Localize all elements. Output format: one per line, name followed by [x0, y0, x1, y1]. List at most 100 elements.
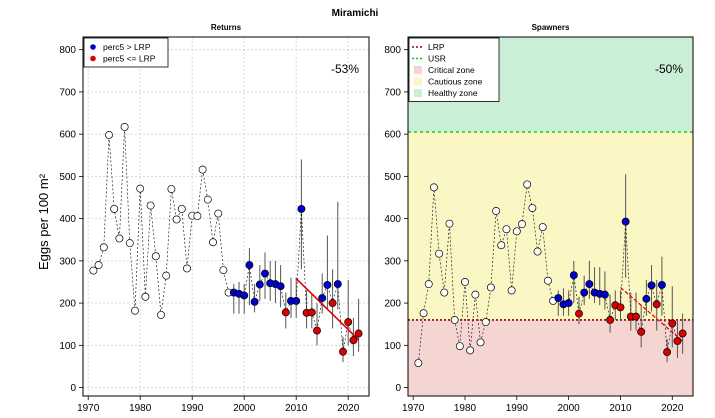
legend-marker	[414, 77, 422, 86]
x-tick-label: 2000	[558, 403, 581, 414]
data-point	[240, 291, 249, 300]
y-tick-label: 800	[384, 45, 401, 56]
x-tick-label: 2010	[285, 403, 308, 414]
data-point	[657, 280, 666, 289]
data-point	[471, 290, 480, 299]
legend-box	[83, 37, 169, 68]
data-point	[151, 252, 160, 261]
data-point	[476, 338, 485, 347]
data-point	[543, 276, 552, 285]
data-point	[450, 316, 459, 324]
x-tick-label: 1980	[129, 403, 152, 414]
legend-marker	[414, 66, 422, 74]
data-point	[193, 212, 202, 221]
data-point	[486, 283, 495, 292]
data-point	[115, 234, 124, 243]
data-point	[564, 299, 573, 308]
data-point	[575, 309, 583, 318]
data-point	[461, 278, 469, 286]
data-point	[203, 195, 212, 204]
data-point	[440, 288, 449, 297]
y-tick-label: 600	[384, 130, 401, 141]
data-point	[678, 329, 687, 338]
y-tick-label: 400	[384, 214, 401, 225]
data-point	[281, 308, 290, 317]
critical-zone-band	[408, 319, 693, 396]
data-point	[209, 238, 217, 247]
data-point	[318, 294, 327, 302]
data-point	[136, 184, 145, 193]
legend-marker	[90, 55, 96, 62]
x-tick-label: 2020	[337, 403, 360, 414]
y-tick-label: 100	[59, 341, 76, 352]
x-tick-label: 2020	[661, 403, 684, 414]
data-point	[219, 266, 228, 275]
data-point	[245, 261, 254, 270]
panel-1: Spawners 1970 1980 1990 2000 2010 2020 0 100 200 3…	[384, 23, 694, 414]
data-point	[110, 204, 119, 213]
trend-line	[620, 287, 684, 342]
data-point	[99, 243, 108, 252]
data-point	[663, 348, 672, 357]
data-point	[105, 131, 113, 139]
data-point	[538, 223, 547, 232]
data-point	[276, 282, 285, 291]
legend-label: USR	[428, 54, 446, 64]
data-point	[323, 280, 332, 289]
data-point	[668, 319, 677, 328]
data-point	[492, 207, 501, 215]
data-point	[344, 318, 353, 327]
data-point	[497, 241, 506, 250]
legend-box	[408, 37, 500, 102]
data-point	[198, 165, 207, 174]
data-point	[637, 327, 646, 336]
figure-title: Miramichi	[332, 8, 379, 19]
legend-label: Healthy zone	[428, 88, 478, 98]
data-point	[183, 264, 191, 273]
data-point	[349, 336, 358, 345]
x-tick-label: 1980	[454, 403, 477, 414]
legend-marker	[90, 44, 96, 50]
data-point	[554, 294, 563, 302]
percent-change-label: -50%	[655, 62, 683, 76]
panel-title: Spawners	[532, 23, 570, 32]
data-point	[647, 281, 656, 290]
data-point	[255, 280, 264, 289]
y-tick-label: 500	[59, 172, 76, 183]
y-tick-label: 0	[395, 383, 401, 394]
data-point	[354, 329, 363, 338]
data-point	[481, 318, 490, 327]
series-line	[418, 184, 683, 364]
data-point	[125, 239, 134, 248]
data-point	[414, 359, 423, 368]
legend-label: Critical zone	[428, 65, 475, 75]
panel-0: Returns 1970 1980 1990 2000 2010 2020 0 100 200 30…	[59, 23, 370, 414]
data-point	[502, 225, 511, 234]
data-point	[528, 204, 537, 213]
data-point	[632, 312, 640, 321]
y-tick-label: 400	[59, 214, 76, 225]
data-point	[307, 308, 316, 317]
trend-line	[295, 278, 360, 341]
data-point	[120, 123, 129, 131]
data-point	[533, 247, 542, 256]
data-point	[445, 219, 454, 228]
data-point	[673, 337, 682, 346]
data-point	[131, 306, 139, 315]
panel-title: Returns	[211, 23, 242, 32]
plot-frame	[82, 36, 370, 397]
legend-marker	[414, 89, 422, 97]
data-point	[523, 180, 532, 189]
data-point	[162, 271, 171, 280]
data-point	[569, 271, 578, 280]
plot-frame	[407, 36, 694, 397]
data-point	[580, 288, 589, 297]
data-point	[89, 266, 98, 275]
data-point	[167, 185, 176, 193]
data-point	[616, 303, 625, 312]
x-tick-label: 1970	[402, 403, 425, 414]
legend-label: perc5 <= LRP	[103, 54, 156, 64]
legend: perc5 > LRP perc5 <= LRP	[83, 37, 169, 68]
x-tick-label: 2010	[609, 403, 632, 414]
